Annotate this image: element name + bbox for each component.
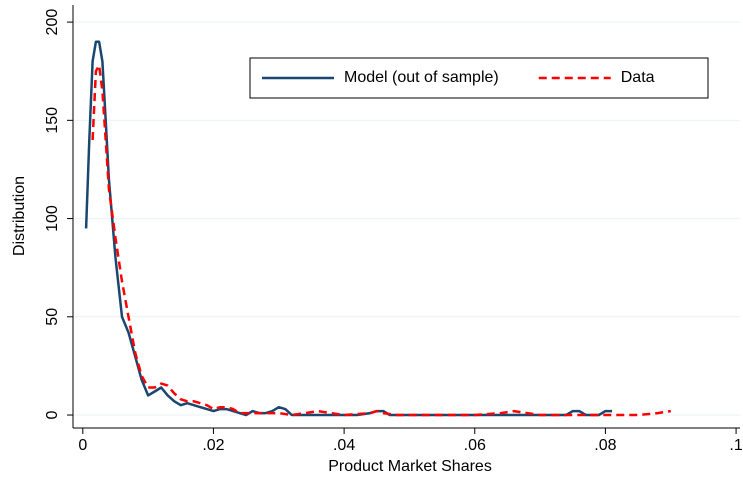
legend-label: Model (out of sample) (344, 69, 499, 86)
y-tick-label: 200 (44, 9, 61, 36)
y-tick-label: 100 (44, 205, 61, 232)
x-tick-label: .02 (202, 437, 224, 454)
x-axis-label: Product Market Shares (328, 458, 492, 475)
x-tick-label: .1 (729, 437, 742, 454)
y-tick-label: 0 (44, 410, 61, 419)
y-axis-label: Distribution (11, 176, 28, 256)
legend-label: Data (621, 69, 655, 86)
x-tick-label: .04 (333, 437, 355, 454)
y-tick-label: 50 (44, 308, 61, 326)
y-tick-label: 150 (44, 107, 61, 134)
data-line (91, 64, 671, 417)
x-tick-label: 0 (78, 437, 87, 454)
x-tick-label: .06 (464, 437, 486, 454)
x-tick-label: .08 (594, 437, 616, 454)
